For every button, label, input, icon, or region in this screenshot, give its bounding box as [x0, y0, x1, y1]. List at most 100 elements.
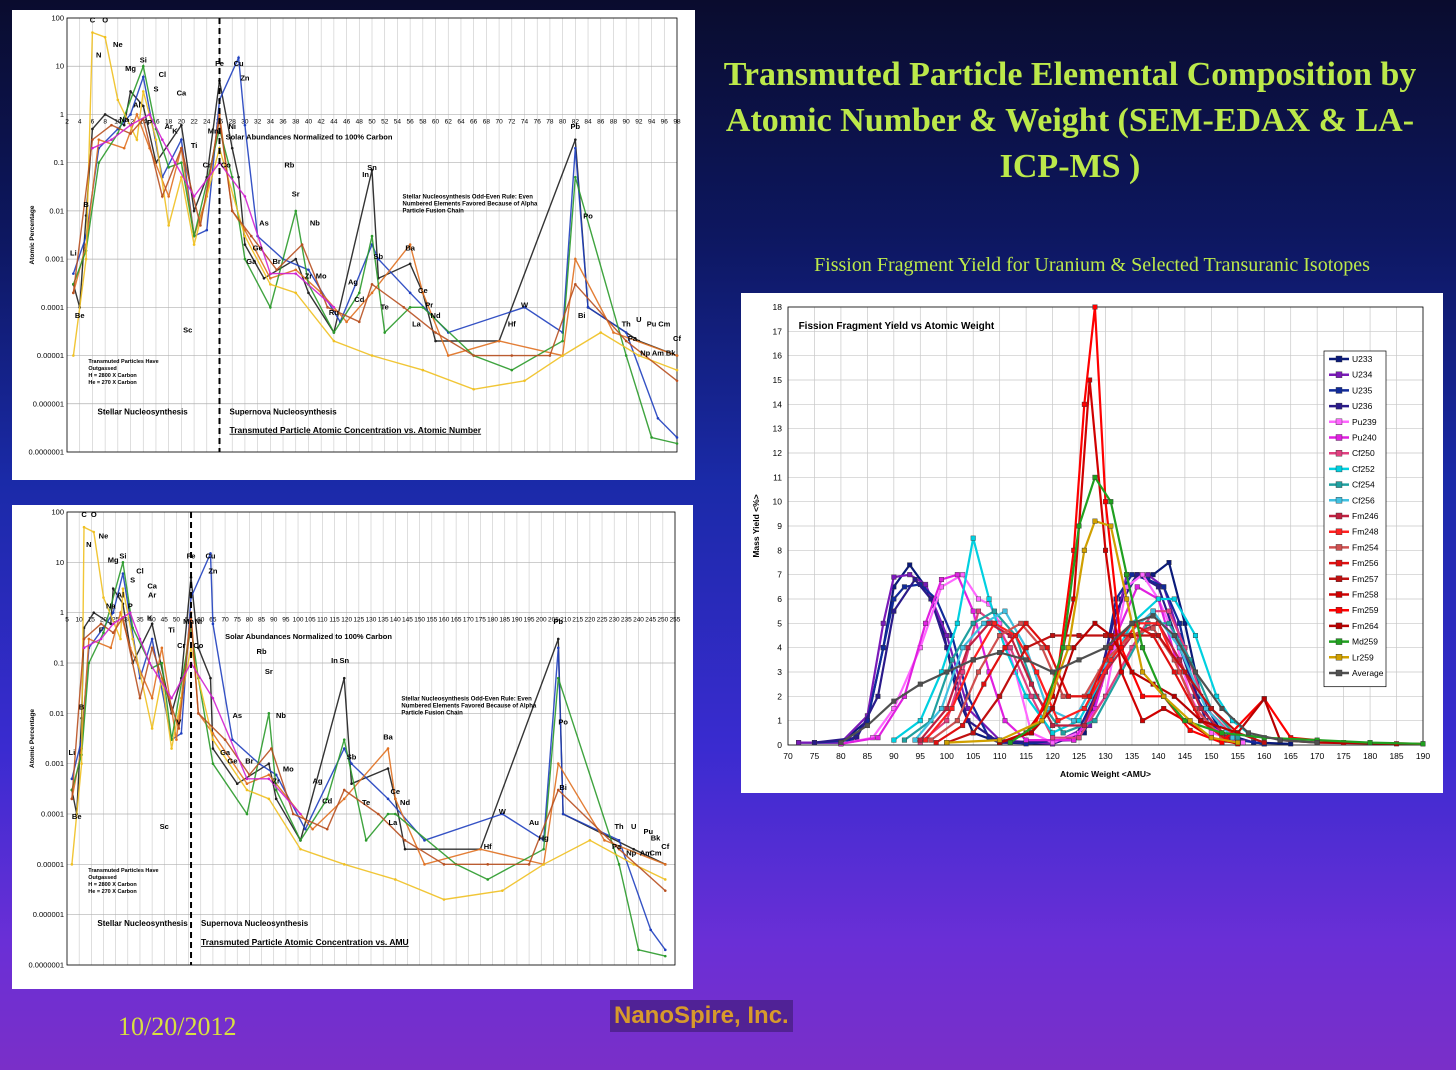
y-axis-label: Atomic Percentage	[29, 205, 36, 264]
data-point	[109, 622, 113, 626]
y-tick-label: 0	[777, 740, 782, 750]
data-point	[1277, 737, 1283, 743]
x-tick-label: 18	[165, 118, 173, 125]
x-tick-label: 195	[524, 617, 535, 624]
data-point	[986, 596, 992, 602]
data-point	[421, 306, 425, 309]
element-label: Al	[117, 591, 125, 600]
x-tick-label: 145	[1178, 751, 1192, 761]
x-tick-label: 165	[451, 617, 462, 624]
x-tick-label: 170	[463, 617, 474, 624]
solar-note: Solar Abundances Normalized to 100% Carb…	[226, 133, 393, 142]
data-point	[599, 331, 603, 334]
legend-label: Cf250	[1352, 448, 1375, 458]
data-point	[342, 788, 346, 792]
data-point	[1002, 718, 1008, 724]
data-point	[1076, 735, 1082, 741]
y-axis-label: Atomic Percentage	[29, 709, 36, 768]
data-point	[294, 257, 298, 261]
legend-label: U233	[1352, 354, 1373, 364]
data-point	[1108, 645, 1114, 651]
y-tick-label: 15	[773, 375, 783, 385]
data-point	[122, 146, 126, 150]
data-point	[1028, 681, 1034, 687]
data-point	[497, 339, 501, 343]
data-point	[991, 608, 997, 614]
data-point	[1023, 645, 1029, 651]
data-point	[299, 839, 302, 842]
data-point	[1288, 741, 1294, 747]
data-point	[84, 257, 88, 261]
data-point	[111, 587, 115, 590]
element-label: Fe	[215, 59, 224, 68]
x-tick-label: 235	[621, 617, 632, 624]
data-point	[377, 257, 380, 261]
element-label: Si	[119, 551, 126, 560]
x-tick-label: 110	[993, 751, 1007, 761]
data-point	[199, 224, 202, 227]
data-point	[408, 243, 412, 246]
x-tick-label: 96	[661, 118, 669, 125]
data-point	[1108, 633, 1114, 639]
data-point	[1420, 741, 1426, 747]
data-point	[617, 839, 621, 842]
element-label: Ga	[220, 748, 231, 757]
element-label: Ag	[312, 777, 322, 786]
x-tick-label: 90	[270, 617, 278, 624]
data-point	[574, 257, 577, 261]
data-point	[231, 738, 234, 741]
x-tick-label: 225	[597, 617, 608, 624]
data-point	[370, 354, 374, 357]
legend-label: Pu239	[1352, 417, 1377, 427]
element-label: P	[147, 118, 152, 127]
x-tick-label: 82	[572, 118, 580, 125]
data-point	[294, 268, 298, 272]
element-label: Am	[640, 848, 652, 857]
data-point	[170, 696, 173, 700]
data-point	[1177, 620, 1183, 626]
y-tick-label: 9	[777, 521, 782, 531]
data-point	[345, 320, 348, 324]
data-point	[111, 611, 115, 614]
y-tick-label: 5	[777, 618, 782, 628]
data-point	[1124, 596, 1130, 602]
x-tick-label: 5	[65, 617, 69, 624]
series-line	[919, 610, 1239, 744]
data-point	[342, 747, 346, 750]
data-point	[997, 650, 1003, 656]
data-point	[1065, 693, 1071, 699]
x-tick-label: 130	[1098, 751, 1112, 761]
data-point	[1039, 645, 1045, 651]
element-label: Nb	[276, 711, 286, 720]
data-point	[269, 306, 272, 309]
x-tick-label: 20	[178, 118, 186, 125]
x-tick-label: 60	[197, 617, 205, 624]
data-point	[675, 442, 679, 445]
data-point	[649, 928, 652, 932]
x-tick-label: 22	[190, 118, 198, 125]
outgassed-note: Transmuted Particles Have	[88, 868, 158, 874]
data-point	[167, 166, 170, 169]
data-point	[617, 847, 621, 851]
data-point	[249, 234, 253, 238]
data-point	[944, 740, 950, 746]
data-point	[211, 747, 215, 750]
legend-label: Fm256	[1352, 558, 1379, 568]
data-point	[1208, 730, 1214, 736]
legend-swatch-marker	[1335, 497, 1343, 504]
y-tick-label: 3	[777, 667, 782, 677]
element-label: Sr	[265, 667, 273, 676]
data-point	[97, 161, 101, 164]
data-point	[1140, 693, 1146, 699]
element-label: Zr	[305, 271, 313, 280]
element-label: Ti	[191, 141, 198, 150]
data-point	[970, 730, 976, 736]
element-label: Ne	[99, 531, 109, 540]
data-point	[82, 646, 86, 650]
data-point	[556, 676, 560, 680]
data-point	[556, 637, 560, 641]
data-point	[1367, 740, 1373, 746]
data-point	[838, 740, 844, 746]
data-point	[209, 552, 212, 555]
x-tick-label: 175	[1337, 751, 1351, 761]
